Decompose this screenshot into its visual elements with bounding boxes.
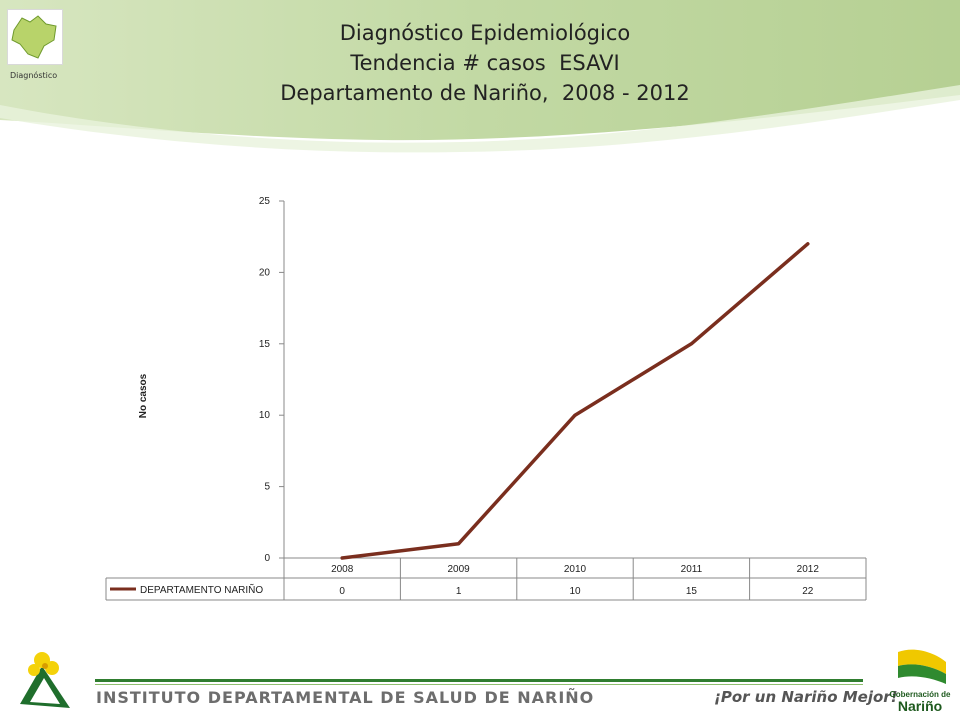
- table-value-cell: 0: [339, 586, 345, 597]
- footer-divider: [95, 679, 863, 682]
- x-category-label: 2008: [331, 564, 354, 575]
- emblem-text-2: Nariño: [898, 698, 942, 714]
- y-tick-label: 10: [259, 410, 271, 421]
- y-tick-label: 5: [264, 482, 270, 493]
- header-wave-highlight: [0, 85, 960, 153]
- table-value-cell: 15: [686, 586, 698, 597]
- table-value-cell: 22: [802, 586, 814, 597]
- slide-title: Diagnóstico Epidemiológico Tendencia # c…: [150, 18, 820, 108]
- emblem-flag-icon: [898, 649, 946, 674]
- slogan: ¡Por un Nariño Mejor!: [714, 688, 898, 706]
- data-point: [340, 556, 344, 560]
- title-line-1: Diagnóstico Epidemiológico: [339, 21, 631, 45]
- map-logo: [7, 9, 63, 65]
- x-category-label: 2012: [797, 564, 820, 575]
- legend-label: DEPARTAMENTO NARIÑO: [140, 583, 263, 596]
- table-value-cell: 10: [569, 586, 581, 597]
- y-tick-label: 0: [264, 553, 270, 564]
- title-line-2: Tendencia # casos ESAVI: [350, 51, 620, 75]
- series-line: [340, 242, 810, 560]
- x-category-label: 2009: [447, 564, 470, 575]
- data-point: [457, 542, 461, 546]
- institution-name: INSTITUTO DEPARTAMENTAL DE SALUD DE NARI…: [96, 688, 595, 707]
- data-point: [806, 242, 810, 246]
- emblem-text-1: Gobernación de: [890, 690, 951, 699]
- header-wave: [0, 0, 960, 141]
- x-category-label: 2011: [681, 564, 703, 575]
- footer-divider-thin: [95, 684, 863, 685]
- x-category-label: 2010: [564, 564, 587, 575]
- y-tick-label: 15: [259, 339, 271, 350]
- flower-emblem-icon: [20, 652, 70, 708]
- data-point: [573, 413, 577, 417]
- narino-map-icon: [11, 15, 57, 59]
- table-value-cell: 1: [456, 586, 462, 597]
- title-line-3: Departamento de Nariño, 2008 - 2012: [280, 81, 690, 105]
- y-axis-title: No casos: [138, 373, 149, 418]
- gobernacion-emblem: Gobernación de Nariño: [890, 649, 951, 714]
- data-point: [689, 342, 693, 346]
- y-tick-label: 25: [259, 196, 271, 207]
- y-tick-label: 20: [259, 267, 271, 278]
- logo-caption: Diagnóstico: [10, 71, 58, 80]
